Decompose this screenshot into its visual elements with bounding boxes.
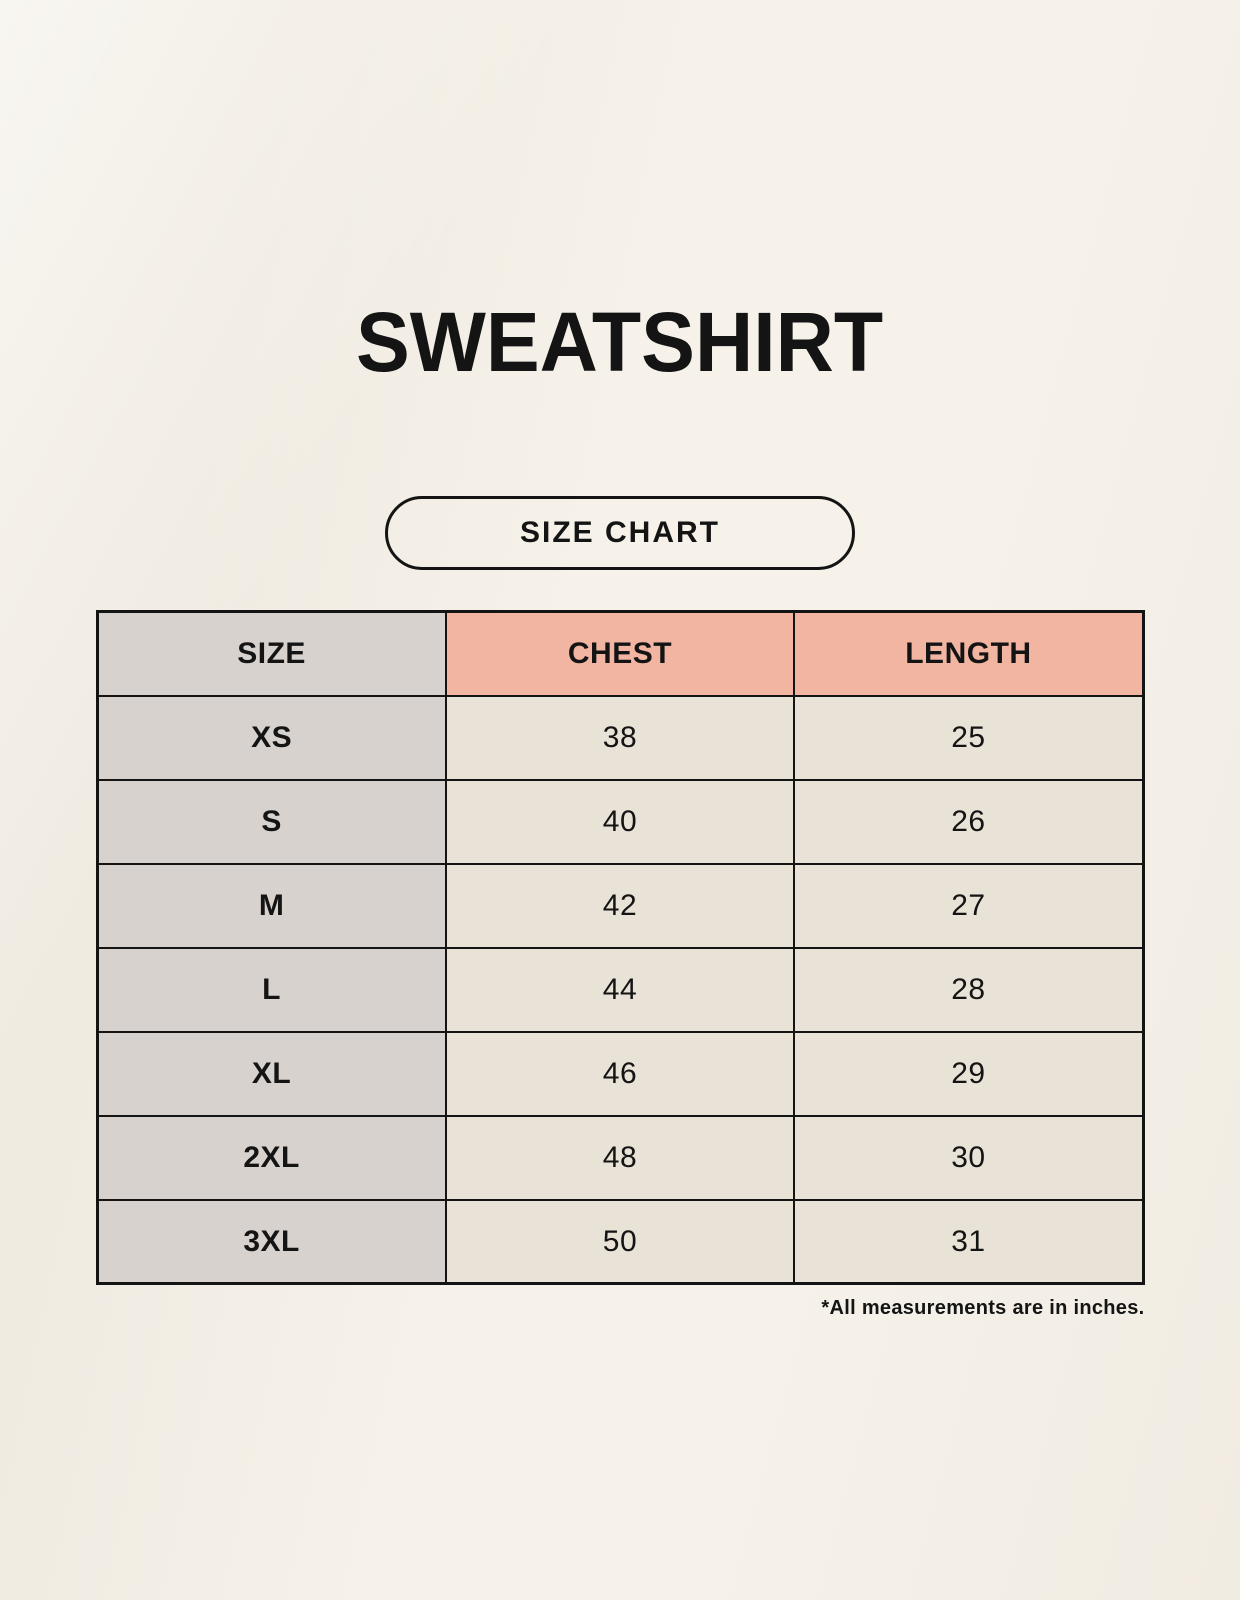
table-row: XS 38 25: [96, 694, 1144, 781]
measurements-footnote: *All measurements are in inches.: [821, 1297, 1145, 1320]
size-label: L: [96, 946, 447, 1033]
chest-value: 42: [444, 862, 796, 949]
table-row: L 44 28: [96, 946, 1144, 1033]
chest-value: 38: [444, 694, 796, 781]
length-value: 27: [793, 862, 1144, 949]
table-header-row: SIZE CHEST LENGTH: [96, 610, 1144, 697]
table-row: XL 46 29: [96, 1030, 1144, 1117]
size-chart-table: SIZE CHEST LENGTH XS 38 25 S 40 26 M 42 …: [95, 610, 1145, 1286]
size-label: M: [96, 862, 447, 949]
table-row: 3XL 50 31: [96, 1198, 1144, 1285]
column-header-length: LENGTH: [793, 610, 1144, 697]
length-value: 30: [793, 1114, 1144, 1201]
footnote-container: *All measurements are in inches.: [96, 1297, 1145, 1320]
chest-value: 48: [444, 1114, 796, 1201]
chest-value: 46: [444, 1030, 796, 1117]
size-label: XL: [96, 1030, 447, 1117]
length-value: 28: [793, 946, 1144, 1033]
table-row: M 42 27: [96, 862, 1144, 949]
column-header-chest: CHEST: [444, 610, 796, 697]
chest-value: 50: [444, 1198, 796, 1285]
chest-value: 40: [444, 778, 796, 865]
length-value: 29: [793, 1030, 1144, 1117]
length-value: 25: [793, 694, 1144, 781]
length-value: 31: [793, 1198, 1144, 1285]
size-chart-button[interactable]: SIZE CHART: [385, 496, 855, 571]
table-row: 2XL 48 30: [96, 1114, 1144, 1201]
size-chart-button-label: SIZE CHART: [520, 516, 720, 550]
size-label: 2XL: [96, 1114, 447, 1201]
size-label: XS: [96, 694, 447, 781]
column-header-size: SIZE: [96, 610, 447, 697]
table-row: S 40 26: [96, 778, 1144, 865]
chest-value: 44: [444, 946, 796, 1033]
size-label: S: [96, 778, 447, 865]
page-title: SWEATSHIRT: [356, 295, 884, 389]
size-label: 3XL: [96, 1198, 447, 1285]
length-value: 26: [793, 778, 1144, 865]
